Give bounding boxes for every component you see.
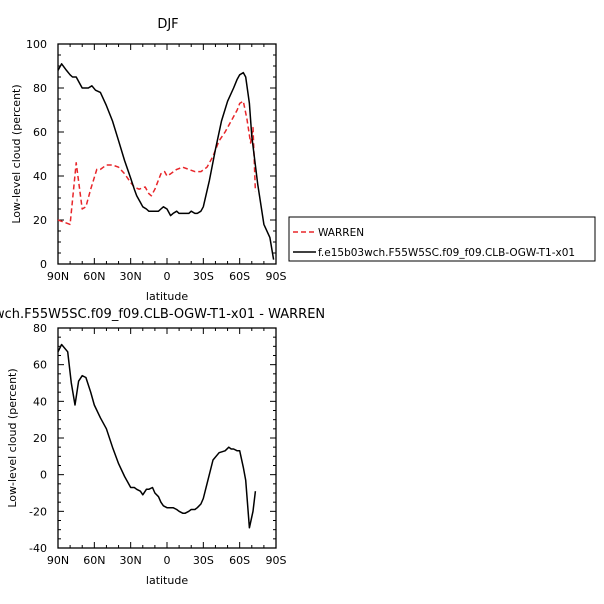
bottom-ytick-label: 0 [40,469,47,482]
bottom-xtick-label: 60S [229,554,250,567]
bottom-xlabel: latitude [146,574,188,587]
bottom-ylabel: Low-level cloud (percent) [6,368,19,507]
bottom-ytick-label: -40 [29,542,47,555]
top-title: DJF [157,17,178,32]
bottom-data-lines [57,343,257,529]
top-xlabel: latitude [146,290,188,303]
bottom-xtick-label: 30S [193,554,214,567]
legend-box [288,216,596,262]
bottom-series-line-0 [57,343,257,529]
top-series-line-0 [57,100,257,226]
bottom-ytick-label: 40 [33,395,47,408]
top-ytick-label: 40 [33,170,47,183]
top-data-lines [57,63,275,260]
top-xtick-label: 60S [229,270,250,283]
bottom-xtick-label: 0 [164,554,171,567]
bottom-title: f.e15b03wch.F55W5SC.f09_f09.CLB-OGW-T1-x… [0,307,325,322]
top-xtick-label: 30N [120,270,142,283]
top-ytick-label: 0 [40,258,47,271]
legend-label-model: f.e15b03wch.F55W5SC.f09_f09.CLB-OGW-T1-x… [318,247,575,259]
bottom-ytick-label: -20 [29,505,47,518]
top-xtick-label: 0 [164,270,171,283]
top-plot-frame [57,43,277,265]
top-xtick-label: 90N [47,270,69,283]
top-axis-ticks: 90N 60N 30N 0 30S 60S 90S 0 20 40 60 80 100 [26,38,287,283]
legend-label-warren: WARREN [318,227,364,239]
top-xtick-label: 30S [193,270,214,283]
legend: WARREN f.e15b03wch.F55W5SC.f09_f09.CLB-O… [288,216,596,262]
bottom-xtick-label: 30N [120,554,142,567]
bottom-panel: f.e15b03wch.F55W5SC.f09_f09.CLB-OGW-T1-x… [0,307,325,587]
top-xtick-label: 60N [83,270,105,283]
bottom-plot-frame [57,327,277,549]
bottom-xtick-label: 90S [266,554,287,567]
bottom-ytick-label: 80 [33,322,47,335]
bottom-axis-ticks: 90N 60N 30N 0 30S 60S 90S -40 -20 0 20 40 60 80 [29,322,286,567]
top-series-line-1 [57,63,275,260]
bottom-ytick-label: 20 [33,432,47,445]
bottom-ytick-label: 60 [33,359,47,372]
bottom-xtick-label: 90N [47,554,69,567]
top-panel: DJF 90N 60N 30N 0 30S 60S 90S 0 20 40 60 80 100 Low-… [10,17,287,303]
top-ytick-label: 100 [26,38,47,51]
top-ytick-label: 60 [33,126,47,139]
bottom-xtick-label: 60N [83,554,105,567]
top-ylabel: Low-level cloud (percent) [10,84,23,223]
top-ytick-label: 20 [33,214,47,227]
top-xtick-label: 90S [266,270,287,283]
top-ytick-label: 80 [33,82,47,95]
